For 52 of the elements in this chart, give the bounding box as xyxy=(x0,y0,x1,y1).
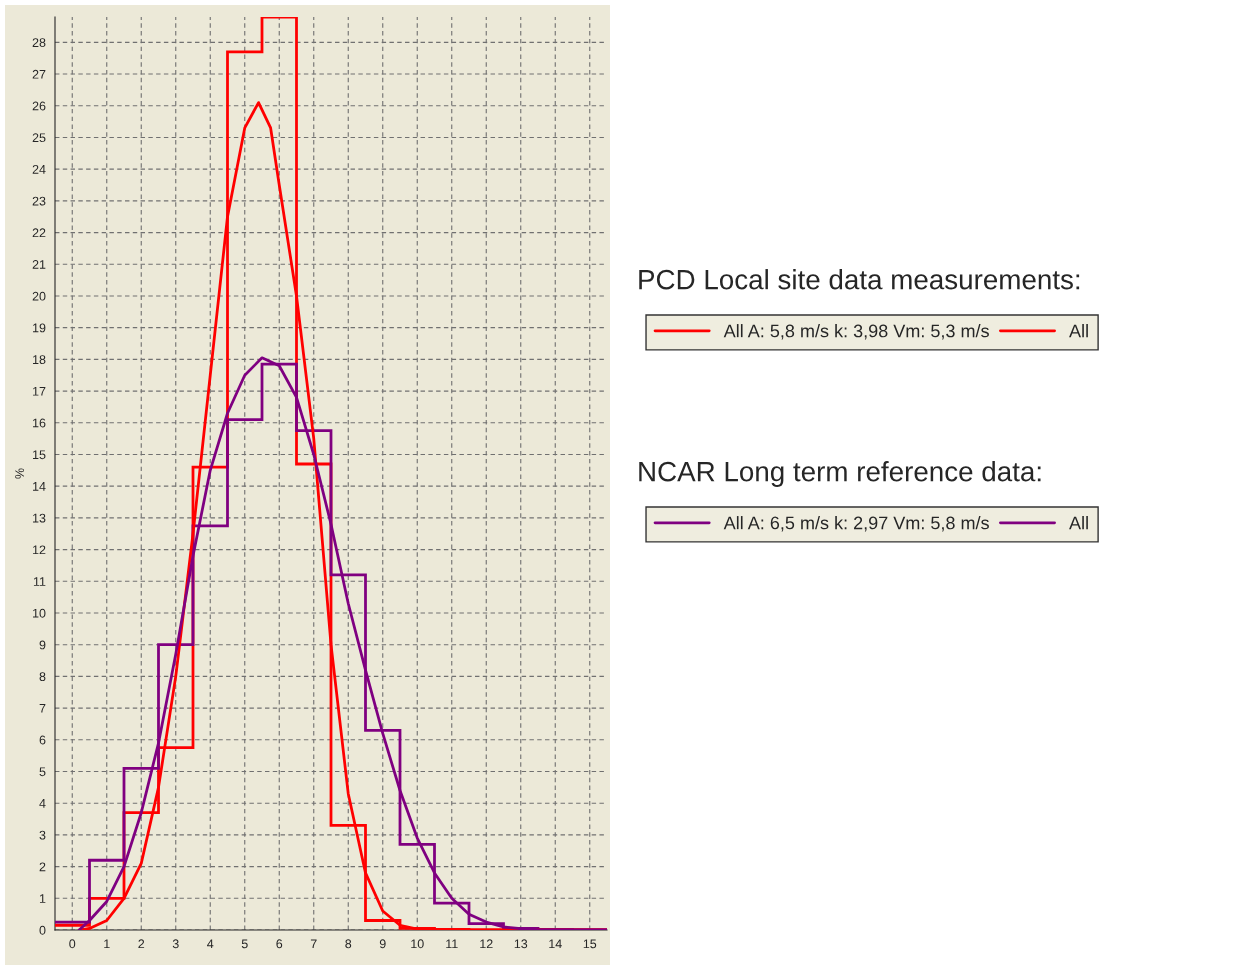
y-tick-label: 5 xyxy=(39,767,46,777)
text: PCD Local site data measurements: xyxy=(639,269,1080,290)
y-tick-label: 7 xyxy=(39,704,46,713)
y-tick-label: 24 xyxy=(32,164,46,174)
x-tick-label: 11 xyxy=(446,939,458,949)
x-tick-label: 12 xyxy=(480,939,493,949)
y-tick-label: 14 xyxy=(33,482,46,491)
y-tick-label: 2 xyxy=(39,862,46,872)
x-tick-label: 6 xyxy=(276,939,283,949)
y-tick-label: 0 xyxy=(39,925,46,935)
y-tick-label: 13 xyxy=(33,513,46,523)
x-tick-label: 14 xyxy=(549,939,562,949)
x-tick-label: 1 xyxy=(104,939,110,949)
y-tick-label: 20 xyxy=(32,291,46,301)
y-tick-label: 16 xyxy=(33,418,46,428)
x-tick-label: 8 xyxy=(345,939,352,949)
y-tick-label: 21 xyxy=(32,260,46,269)
x-tick-label: 2 xyxy=(138,939,145,949)
y-tick-label: 6 xyxy=(39,735,46,745)
legend-label: All A: 5,8 m/s k: 3,98 Vm: 5,3 m/s xyxy=(723,324,989,340)
y-tick-label: 1 xyxy=(39,894,46,903)
y-tick-label: 9 xyxy=(39,640,46,650)
y-tick-label: 23 xyxy=(32,196,46,206)
x-tick-label: 10 xyxy=(411,939,424,949)
text: NCAR Long term reference data: xyxy=(639,461,1041,487)
legend-label: All xyxy=(1069,324,1088,338)
legend-label: All A: 6,5 m/s k: 2,97 Vm: 5,8 m/s xyxy=(723,516,989,532)
x-tick-label: 0 xyxy=(69,939,76,949)
y-tick-label: 19 xyxy=(33,323,46,333)
y-tick-label: 4 xyxy=(39,799,46,808)
x-tick-label: 9 xyxy=(379,939,386,949)
y-tick-label: 17 xyxy=(33,387,46,396)
x-tick-label: 3 xyxy=(172,939,179,949)
x-tick-label: 4 xyxy=(207,939,214,949)
y-axis-title: % xyxy=(15,468,24,479)
y-tick-label: 15 xyxy=(33,450,46,460)
y-tick-label: 22 xyxy=(32,228,46,238)
y-tick-label: 8 xyxy=(39,672,46,682)
y-tick-label: 27 xyxy=(32,69,46,79)
x-tick-label: 13 xyxy=(514,939,528,949)
x-tick-label: 5 xyxy=(241,939,248,949)
y-tick-label: 12 xyxy=(33,545,46,555)
x-tick-label: 15 xyxy=(583,939,597,949)
y-tick-label: 26 xyxy=(32,101,46,111)
y-tick-label: 28 xyxy=(32,38,46,48)
x-tick-label: 7 xyxy=(310,939,317,949)
y-tick-label: 25 xyxy=(32,133,46,143)
legend-label: All xyxy=(1069,516,1088,530)
y-tick-label: 10 xyxy=(33,608,46,618)
y-tick-label: 18 xyxy=(33,355,46,365)
y-tick-label: 3 xyxy=(39,830,46,840)
y-tick-label: 11 xyxy=(33,577,46,586)
